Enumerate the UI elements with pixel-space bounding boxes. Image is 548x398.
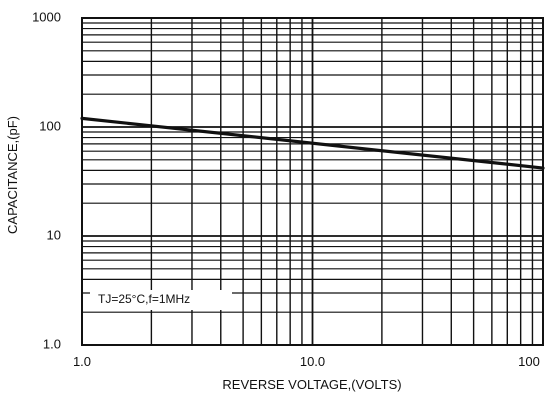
y-tick-label: 100	[39, 118, 61, 133]
y-tick-label: 10	[47, 227, 61, 242]
x-tick-label: 100	[518, 354, 540, 369]
y-axis-title: CAPACITANCE,(pF)	[5, 116, 20, 234]
capacitance-curve	[80, 116, 545, 170]
y-tick-label: 1000	[32, 9, 61, 24]
x-tick-labels: 1.0 10.0 100	[73, 354, 540, 369]
annotation-text: TJ=25°C,f=1MHz	[98, 292, 190, 306]
plot-frame	[81, 17, 544, 346]
x-axis-title: REVERSE VOLTAGE,(VOLTS)	[222, 377, 401, 392]
y-tick-labels: 1.0 10 100 1000	[32, 9, 61, 351]
x-tick-label: 1.0	[73, 354, 91, 369]
annotation: TJ=25°C,f=1MHz	[90, 290, 232, 310]
y-tick-label: 1.0	[43, 336, 61, 351]
x-tick-label: 10.0	[300, 354, 325, 369]
series-layer	[80, 116, 545, 170]
annotation-background	[90, 290, 232, 310]
